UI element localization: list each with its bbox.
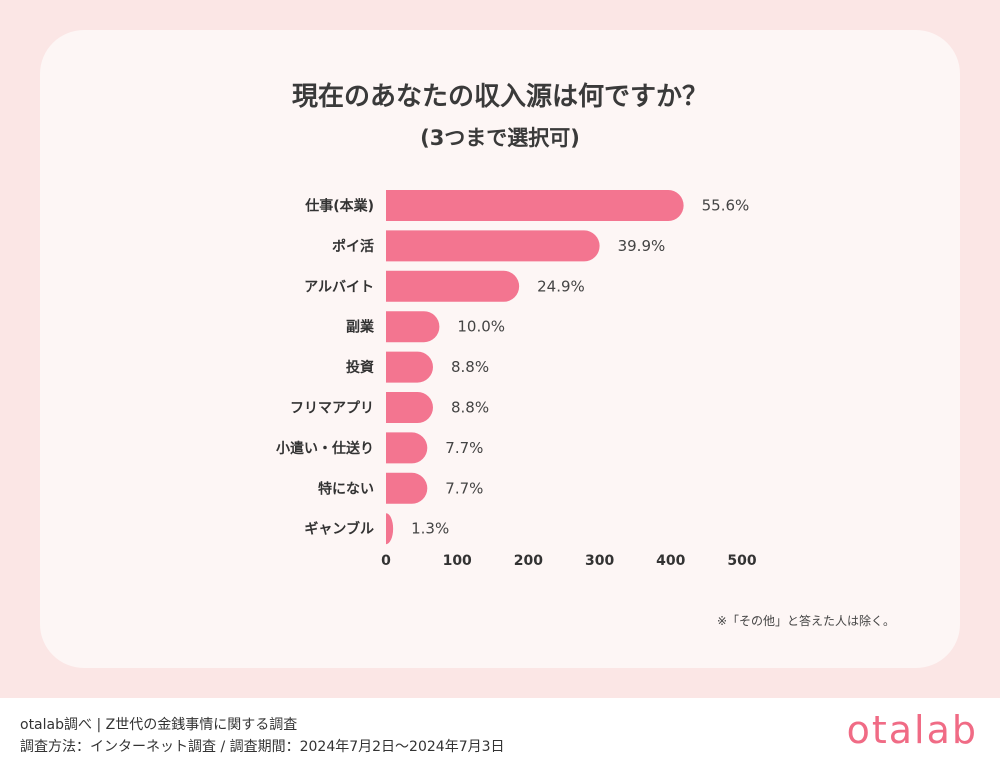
bar-2 <box>386 270 520 302</box>
category-label-6: 小遣い・仕送り <box>276 440 374 457</box>
chart-card <box>40 30 960 668</box>
chart-title: 現在のあなたの収入源は何ですか？ <box>291 82 708 112</box>
value-label-0: 55.6% <box>702 197 750 215</box>
value-label-8: 1.3% <box>411 520 449 538</box>
category-label-2: アルバイト <box>304 279 374 295</box>
bar-3 <box>386 311 440 343</box>
x-tick-5: 500 <box>727 553 756 569</box>
value-label-6: 7.7% <box>445 439 483 457</box>
category-label-7: 特にない <box>318 480 374 497</box>
bar-6 <box>386 432 428 464</box>
category-label-3: 副業 <box>346 319 375 336</box>
chart-subtitle: (3つまで選択可) <box>420 126 580 150</box>
source-line-1: otalab調べ | Z世代の金銭事情に関する調査 <box>20 717 298 733</box>
source-info: otalab調べ | Z世代の金銭事情に関する調査 調査方法：インターネット調査… <box>20 714 505 758</box>
category-label-0: 仕事(本業) <box>304 198 374 215</box>
value-label-1: 39.9% <box>618 237 666 255</box>
footer: otalab調べ | Z世代の金銭事情に関する調査 調査方法：インターネット調査… <box>0 698 1000 769</box>
bar-8 <box>386 513 394 545</box>
otalab-logo: otalab <box>846 708 978 752</box>
category-label-5: フリマアプリ <box>290 401 374 417</box>
bar-1 <box>386 230 600 262</box>
bar-4 <box>386 351 433 383</box>
footnote: ※「その他」と答えた人は除く。 <box>716 614 895 628</box>
category-label-1: ポイ活 <box>332 238 374 255</box>
value-label-2: 24.9% <box>537 277 585 295</box>
source-line-2: 調査方法：インターネット調査 / 調査期間：2024年7月2日〜2024年7月3… <box>20 739 505 755</box>
bar-5 <box>386 392 433 423</box>
value-label-5: 8.8% <box>451 399 489 417</box>
value-label-7: 7.7% <box>445 479 483 497</box>
bar-0 <box>386 190 684 221</box>
x-tick-2: 200 <box>514 553 543 569</box>
value-label-3: 10.0% <box>457 318 505 336</box>
bar-7 <box>386 472 428 504</box>
category-label-8: ギャンブル <box>304 521 374 538</box>
x-tick-1: 100 <box>443 553 472 569</box>
x-tick-4: 400 <box>656 553 685 569</box>
value-label-4: 8.8% <box>451 358 489 376</box>
category-label-4: 投資 <box>346 359 374 376</box>
x-tick-0: 0 <box>381 553 391 569</box>
x-tick-3: 300 <box>585 553 614 569</box>
